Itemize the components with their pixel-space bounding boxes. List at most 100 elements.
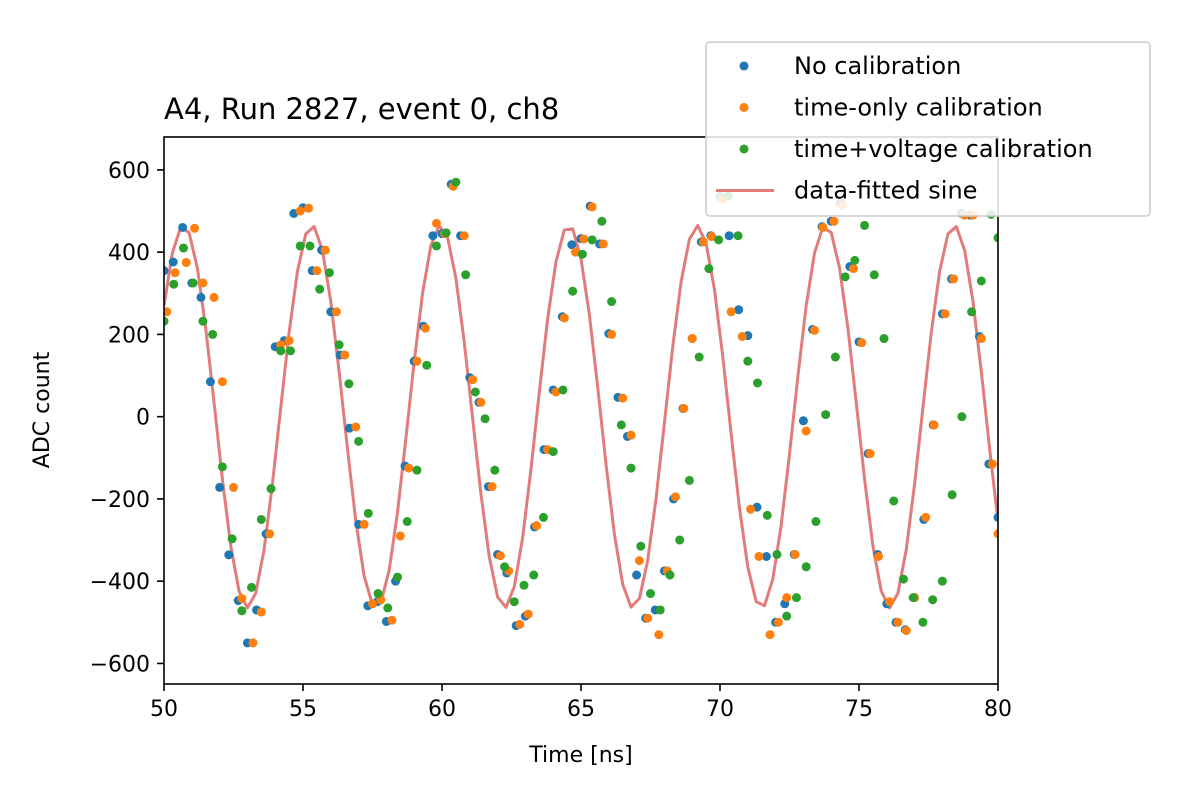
- data-point-series-1: [773, 617, 783, 627]
- data-point-series-2: [801, 562, 811, 572]
- data-point-series-2: [324, 268, 334, 278]
- data-point-series-0: [168, 257, 178, 267]
- data-point-series-0: [196, 292, 206, 302]
- data-point-series-2: [684, 475, 694, 485]
- data-point-series-1: [790, 549, 800, 559]
- data-point-series-2: [607, 297, 617, 307]
- data-point-series-2: [285, 346, 295, 356]
- data-point-series-1: [634, 556, 644, 566]
- data-point-series-2: [431, 241, 441, 251]
- data-point-series-1: [229, 482, 238, 492]
- data-point-series-1: [865, 449, 875, 459]
- data-point-series-2: [889, 496, 899, 506]
- data-point-series-2: [470, 387, 480, 397]
- data-point-series-1: [921, 512, 931, 522]
- data-point-series-2: [918, 617, 928, 627]
- data-point-series-2: [665, 570, 675, 580]
- legend-label: data-fitted sine: [794, 177, 977, 205]
- data-point-series-2: [869, 270, 879, 280]
- data-point-series-2: [704, 264, 714, 274]
- data-point-series-2: [811, 517, 821, 527]
- legend-marker: [739, 61, 749, 71]
- legend-marker: [739, 144, 749, 154]
- data-point-series-2: [247, 582, 257, 592]
- data-point-series-1: [949, 274, 959, 284]
- data-point-series-0: [205, 377, 215, 387]
- data-point-series-2: [791, 593, 801, 603]
- data-point-series-1: [570, 247, 580, 257]
- data-point-series-2: [928, 595, 938, 605]
- data-point-series-1: [495, 551, 505, 561]
- data-point-series-1: [515, 619, 525, 629]
- data-point-series-2: [577, 249, 587, 259]
- data-point-series-2: [538, 512, 548, 522]
- data-point-series-1: [209, 292, 219, 302]
- data-point-series-0: [734, 305, 744, 315]
- data-point-series-1: [190, 223, 200, 233]
- data-point-series-1: [170, 268, 180, 278]
- data-point-series-2: [178, 243, 188, 253]
- data-point-series-0: [724, 231, 734, 241]
- data-point-series-2: [169, 279, 179, 289]
- data-point-series-2: [363, 508, 373, 518]
- data-point-series-1: [671, 492, 681, 502]
- x-tick-label: 75: [845, 697, 873, 722]
- data-point-series-1: [217, 377, 227, 387]
- data-point-series-1: [654, 630, 664, 640]
- data-point-series-1: [368, 599, 377, 609]
- data-point-series-2: [782, 611, 792, 621]
- legend-label: No calibration: [794, 52, 961, 80]
- data-point-series-0: [178, 222, 188, 232]
- y-tick-label: 0: [136, 406, 150, 431]
- data-point-series-2: [334, 340, 344, 350]
- data-point-series-1: [476, 397, 486, 407]
- data-point-series-2: [558, 385, 568, 395]
- data-point-series-2: [587, 235, 597, 245]
- y-tick-label: 600: [108, 159, 150, 184]
- y-tick-label: −600: [90, 652, 150, 677]
- y-axis: −600 −400 −200 0 200 400 600: [90, 159, 164, 677]
- data-point-series-1: [459, 231, 469, 241]
- data-point-series-1: [420, 323, 430, 333]
- data-point-series-2: [743, 356, 753, 366]
- data-point-series-2: [908, 593, 918, 603]
- data-point-series-1: [940, 309, 950, 319]
- data-point-series-1: [929, 420, 939, 430]
- data-point-series-1: [901, 626, 911, 636]
- data-point-series-0: [761, 552, 771, 561]
- data-point-series-1: [320, 245, 330, 255]
- plot-area: [164, 137, 998, 684]
- legend-entries: No calibration time-only calibration time+…: [716, 52, 1093, 205]
- data-point-series-2: [840, 272, 850, 282]
- legend-marker: [739, 103, 749, 112]
- data-point-series-1: [737, 331, 747, 341]
- data-point-series-1: [587, 202, 597, 212]
- data-point-series-2: [879, 334, 889, 344]
- data-point-series-1: [237, 593, 247, 603]
- y-tick-label: 400: [108, 241, 150, 266]
- data-point-series-2: [830, 352, 840, 362]
- data-point-series-2: [198, 316, 208, 326]
- x-tick-label: 80: [984, 697, 1012, 722]
- data-point-series-1: [295, 206, 305, 216]
- data-point-series-2: [694, 352, 704, 362]
- data-point-series-2: [616, 420, 626, 430]
- data-point-series-1: [198, 278, 208, 288]
- data-point-series-1: [782, 593, 792, 603]
- data-point-series-2: [412, 465, 422, 475]
- data-point-series-2: [733, 231, 743, 241]
- data-point-series-2: [626, 463, 636, 473]
- x-axis-label: Time [ns]: [528, 743, 632, 768]
- data-point-series-2: [714, 235, 724, 245]
- data-point-series-1: [818, 222, 828, 232]
- legend-box: [705, 41, 1151, 217]
- data-point-series-1: [579, 234, 589, 244]
- data-point-series-1: [387, 615, 397, 625]
- data-point-series-2: [295, 241, 305, 251]
- data-point-series-2: [937, 576, 947, 586]
- data-point-series-1: [351, 422, 361, 432]
- legend: No calibration time-only calibration time+…: [705, 41, 1151, 217]
- data-point-series-2: [500, 562, 510, 572]
- data-point-series-2: [208, 329, 218, 339]
- x-tick-label: 50: [150, 697, 178, 722]
